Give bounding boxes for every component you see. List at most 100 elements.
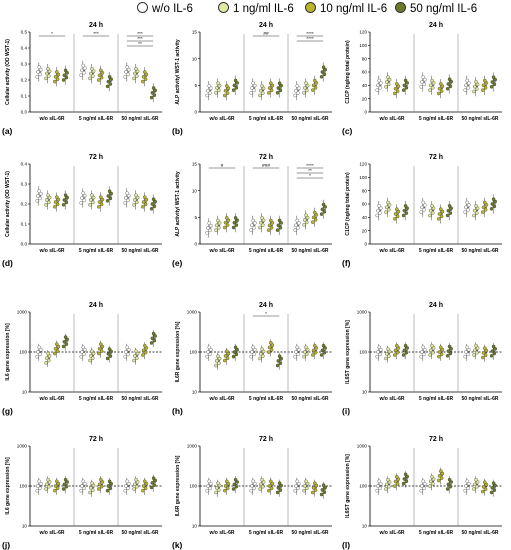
data-point <box>277 218 282 223</box>
data-point <box>109 191 113 196</box>
data-point <box>267 223 272 228</box>
data-point <box>395 82 399 86</box>
data-point <box>250 223 254 228</box>
data-point <box>206 484 210 488</box>
data-point <box>483 200 487 205</box>
data-point <box>376 350 380 354</box>
data-point <box>396 84 401 89</box>
data-point <box>35 199 39 203</box>
data-point <box>440 84 445 89</box>
data-point <box>376 208 380 213</box>
data-point <box>225 356 230 360</box>
data-point <box>377 345 381 350</box>
data-point <box>449 79 453 84</box>
data-point <box>123 75 127 79</box>
data-point <box>151 476 156 480</box>
data-point <box>491 197 496 201</box>
data-point <box>206 226 210 230</box>
data-point <box>99 195 103 199</box>
data-point <box>320 488 325 492</box>
data-point <box>437 91 441 96</box>
y-tick-label: 100 <box>19 350 27 355</box>
data-point <box>90 193 94 197</box>
data-point <box>55 479 59 484</box>
data-point <box>267 488 271 493</box>
group-label: 5 ng/ml sIL-6R <box>249 116 284 122</box>
legend-dot <box>218 2 229 13</box>
data-point <box>305 486 309 491</box>
group-label: w/o sIL-6R <box>378 530 404 536</box>
panel-a: 24 h Cellular activity (OD WST-1) 0.0 0.1 0.… <box>2 22 162 136</box>
data-point <box>466 352 470 357</box>
data-point <box>127 67 131 72</box>
data-point <box>313 217 318 222</box>
data-point <box>305 220 309 225</box>
data-point <box>276 359 281 363</box>
y-tick-label: 0 <box>364 242 367 247</box>
data-point <box>106 352 111 356</box>
data-point <box>437 217 441 221</box>
data-point <box>216 354 220 358</box>
data-point <box>490 80 495 84</box>
group-label: w/o sIL-6R <box>38 396 64 402</box>
data-point <box>269 341 273 345</box>
data-point <box>234 85 239 90</box>
data-point <box>56 72 61 77</box>
data-point <box>89 71 93 76</box>
data-point <box>475 87 479 91</box>
data-point <box>90 349 94 353</box>
data-point <box>314 81 319 85</box>
data-point <box>386 477 390 482</box>
data-point <box>490 349 495 353</box>
data-point <box>445 87 450 91</box>
data-point <box>124 70 128 74</box>
data-point <box>253 221 257 225</box>
data-point <box>258 487 262 491</box>
data-point <box>472 89 476 94</box>
data-point <box>320 207 325 212</box>
data-point <box>431 81 436 85</box>
data-point <box>302 488 306 493</box>
data-point <box>39 67 43 72</box>
data-point <box>259 88 263 93</box>
data-point <box>91 74 95 78</box>
data-point <box>305 83 310 88</box>
data-point <box>387 207 391 212</box>
group-label: w/o sIL-6R <box>378 116 404 122</box>
data-point <box>258 225 262 230</box>
data-point <box>88 76 92 81</box>
data-point <box>123 488 127 493</box>
data-point <box>481 88 485 92</box>
data-point <box>395 207 399 211</box>
data-point <box>395 475 399 479</box>
data-point <box>107 189 112 193</box>
data-point <box>225 84 229 88</box>
data-point <box>275 363 280 368</box>
data-point <box>143 195 147 199</box>
panel-title: 24 h <box>89 22 103 29</box>
data-point <box>322 350 327 355</box>
data-point <box>225 223 230 227</box>
data-point <box>261 91 265 95</box>
group-label: 5 ng/ml sIL-6R <box>419 248 454 254</box>
data-point <box>215 86 219 90</box>
data-point <box>375 488 379 493</box>
data-point <box>302 91 306 95</box>
y-tick-label: 20 <box>362 228 368 233</box>
data-point <box>208 228 212 233</box>
data-point <box>445 213 450 218</box>
data-point <box>46 67 50 71</box>
data-point <box>419 85 423 89</box>
data-point <box>100 197 105 202</box>
data-point <box>270 221 275 225</box>
data-point <box>279 83 283 88</box>
group-label: 5 ng/ml sIL-6R <box>249 530 284 536</box>
data-point <box>473 208 477 213</box>
data-point <box>45 71 49 76</box>
data-point <box>133 482 137 487</box>
data-point <box>492 488 497 492</box>
data-point <box>376 484 380 488</box>
y-tick-label: 1000 <box>17 444 28 449</box>
data-point <box>249 91 253 95</box>
data-point <box>402 83 407 88</box>
